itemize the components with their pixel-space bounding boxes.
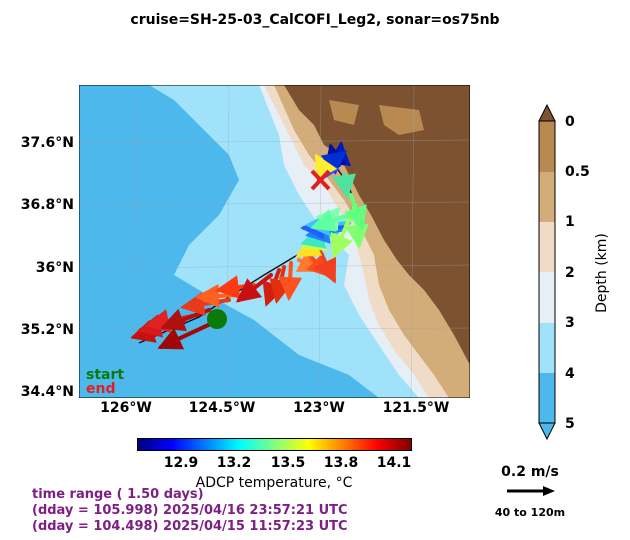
temp-tick-label: 12.9	[163, 455, 199, 471]
lon-tick-label: 123°W	[293, 400, 345, 416]
start-marker	[207, 309, 227, 329]
end-marker	[310, 169, 331, 191]
lat-tick-label: 36.8°N	[20, 197, 74, 213]
temp-tick-label: 13.2	[216, 455, 252, 471]
depth-tick-label: 0.5	[565, 164, 590, 180]
chart-title: cruise=SH-25-03_CalCOFI_Leg2, sonar=os75…	[130, 12, 500, 28]
depth-colorbar-label: Depth (km)	[594, 233, 610, 313]
lat-tick-label: 34.4°N	[20, 384, 74, 400]
lat-tick-label: 36°N	[35, 260, 74, 276]
depth-tick-label: 5	[565, 416, 575, 432]
end-label: end	[86, 381, 115, 397]
temp-tick-label: 14.1	[376, 455, 412, 471]
depth-tick-label: 4	[565, 366, 575, 382]
land-highlight	[329, 100, 424, 135]
scale-arrow	[507, 486, 555, 496]
end-time-text: (dday = 105.998) 2025/04/16 23:57:21 UTC	[32, 503, 348, 518]
start-label: start	[86, 367, 124, 383]
lon-tick-label: 124.5°W	[188, 400, 256, 416]
map-plot: start end	[79, 85, 470, 398]
temp-tick-label: 13.5	[270, 455, 306, 471]
depth-tick-label: 1	[565, 214, 575, 230]
lat-tick-label: 35.2°N	[20, 322, 74, 338]
scale-label: 0.2 m/s	[501, 464, 559, 480]
temp-tick-label: 13.8	[323, 455, 359, 471]
depth-tick-label: 0	[565, 114, 575, 130]
depth-tick-label: 2	[565, 265, 575, 281]
depth-tick-label: 3	[565, 315, 575, 331]
lat-tick-label: 37.6°N	[20, 135, 74, 151]
lon-tick-label: 126°W	[100, 400, 152, 416]
temp-colorbar-label: ADCP temperature, °C	[195, 475, 353, 491]
depth-colorbar	[538, 104, 556, 440]
start-time-text: (dday = 104.498) 2025/04/15 11:57:23 UTC	[32, 519, 348, 534]
lon-tick-label: 121.5°W	[382, 400, 450, 416]
land	[284, 85, 470, 365]
scale-depth-range: 40 to 120m	[494, 506, 566, 519]
temperature-colorbar	[137, 438, 412, 451]
time-range-text: time range ( 1.50 days)	[32, 487, 204, 502]
